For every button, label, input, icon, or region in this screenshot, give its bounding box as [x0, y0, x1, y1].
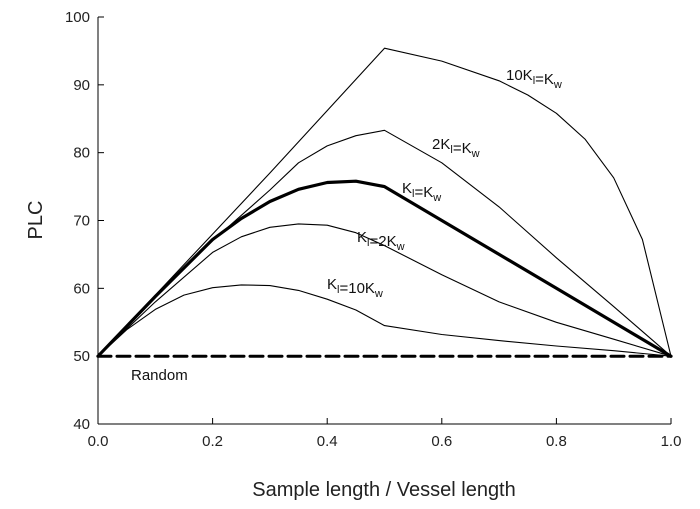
series-label: Random [131, 367, 188, 384]
series-label: Kl=2Kw [357, 229, 405, 253]
series-label-part: K [357, 229, 367, 246]
y-tick-label: 60 [73, 280, 90, 297]
x-tick-label: 0.4 [317, 433, 338, 450]
x-tick-label: 0.8 [546, 433, 567, 450]
series-line [97, 284, 672, 357]
series-label-subscript: l [367, 237, 369, 249]
series-label-subscript: w [432, 192, 441, 204]
series-label-part: 2K [432, 136, 450, 153]
series-label-part: =2K [369, 233, 396, 250]
series-label-subscript: l [533, 75, 535, 87]
series-label: Kl=Kw [402, 180, 441, 204]
series-label-subscript: l [450, 144, 452, 156]
series-label-part: =10K [339, 280, 374, 297]
series-label-subscript: w [374, 288, 383, 300]
x-tick-label: 0.6 [431, 433, 452, 450]
series-label-subscript: w [553, 79, 562, 91]
y-tick-label: 50 [73, 348, 90, 365]
x-tick-label: 1.0 [661, 433, 682, 450]
series-label-subscript: w [396, 241, 405, 253]
series-label-part: 10K [506, 67, 533, 84]
series-line [97, 47, 672, 357]
x-tick-label: 0.2 [202, 433, 223, 450]
series-label-subscript: l [337, 284, 339, 296]
series-label-part: =K [453, 140, 472, 157]
ticks: 0.0 0.2 0.4 0.6 0.8 1.0 40 50 60 70 80 90 100 [65, 9, 681, 450]
series-lines [96, 47, 673, 358]
series-label: 2Kl=Kw [432, 136, 480, 160]
series-label-part: =K [535, 71, 554, 88]
y-axis-title: PLC [25, 201, 47, 240]
axes [97, 17, 671, 425]
series-label-subscript: l [412, 188, 414, 200]
series-line [96, 179, 673, 358]
y-tick-label: 80 [73, 145, 90, 162]
x-axis-title: Sample length / Vessel length [252, 479, 516, 501]
y-tick-label: 90 [73, 77, 90, 94]
series-label: Kl=10Kw [327, 276, 383, 300]
series-label-part: K [402, 180, 412, 197]
series-line [97, 223, 672, 357]
x-tick-label: 0.0 [88, 433, 109, 450]
series-label-subscript: w [471, 148, 480, 160]
y-tick-label: 40 [73, 416, 90, 433]
series-label-part: K [327, 276, 337, 293]
y-tick-label: 100 [65, 9, 90, 26]
series-label-part: =K [414, 184, 433, 201]
y-tick-label: 70 [73, 213, 90, 230]
series-label: 10Kl=Kw [506, 67, 562, 91]
